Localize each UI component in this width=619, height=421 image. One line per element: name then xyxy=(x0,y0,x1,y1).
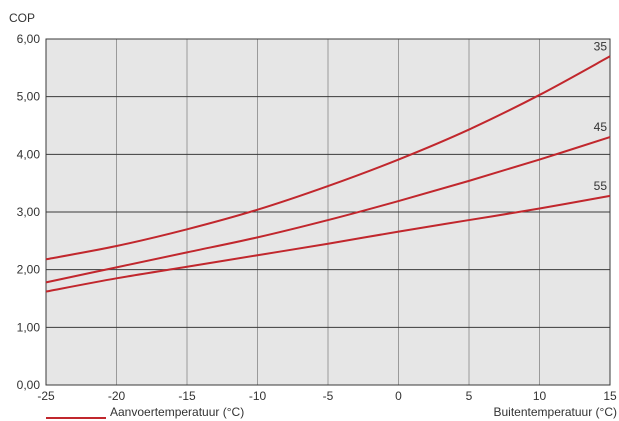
series-label-35: 35 xyxy=(594,39,608,53)
x-tick-label: -10 xyxy=(249,389,267,403)
y-tick-label: 3,00 xyxy=(17,205,41,219)
series-line-55 xyxy=(45,194,611,293)
x-tick-label: 10 xyxy=(533,389,547,403)
series-labels: 35 45 55 xyxy=(594,39,608,193)
x-axis-label: Buitentemperatuur (°C) xyxy=(493,405,617,419)
series-group xyxy=(45,55,611,293)
x-tick-label: 5 xyxy=(466,389,473,403)
x-tick-labels: -25 -20 -15 -10 -5 0 5 10 15 xyxy=(37,389,617,403)
y-tick-label: 0,00 xyxy=(17,378,41,392)
plot-frame xyxy=(45,38,611,386)
series-line-35 xyxy=(45,55,611,261)
y-axis-label: COP xyxy=(9,11,35,25)
series-line-45 xyxy=(45,136,611,284)
y-tick-label: 6,00 xyxy=(17,32,41,46)
y-tick-label: 1,00 xyxy=(17,320,41,334)
y-tick-labels: 0,00 1,00 2,00 3,00 4,00 5,00 6,00 xyxy=(17,32,41,392)
y-tick-label: 4,00 xyxy=(17,147,41,161)
x-tick-label: -20 xyxy=(108,389,126,403)
x-tick-label: 0 xyxy=(395,389,402,403)
y-tick-label: 2,00 xyxy=(17,263,41,277)
legend-label: Aanvoertemperatuur (°C) xyxy=(110,405,244,419)
series-label-45: 45 xyxy=(594,120,608,134)
x-tick-label: -15 xyxy=(178,389,196,403)
x-tick-label: -5 xyxy=(323,389,334,403)
series-label-55: 55 xyxy=(594,179,608,193)
x-tick-label: 15 xyxy=(603,389,617,403)
x-tick-label: -25 xyxy=(37,389,55,403)
y-tick-label: 5,00 xyxy=(17,90,41,104)
